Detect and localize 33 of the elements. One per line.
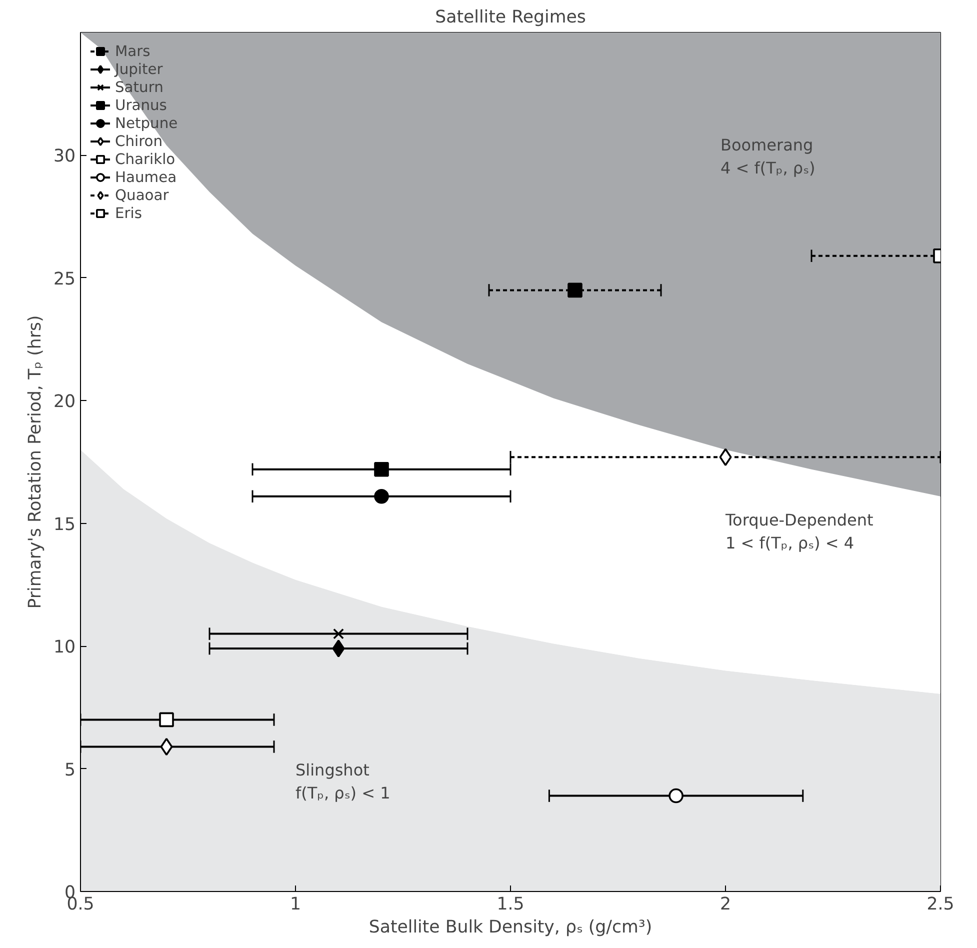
y-tick-label: 10 xyxy=(53,638,76,658)
point xyxy=(374,462,389,477)
y-tick-label: 15 xyxy=(53,514,76,535)
legend-label: Jupiter xyxy=(115,60,163,78)
point xyxy=(159,712,174,728)
point xyxy=(333,628,344,640)
chart-title: Satellite Regimes xyxy=(435,8,586,28)
y-tick-label: 5 xyxy=(64,760,76,780)
x-axis-title: Satellite Bulk Density, ρₛ (g/cm³) xyxy=(368,918,652,938)
x-tick-label: 2 xyxy=(720,894,732,914)
y-tick-label: 30 xyxy=(53,146,76,167)
point xyxy=(668,788,684,804)
x-tick-label: 1 xyxy=(290,894,302,914)
annotation: Torque-Dependent 1 < f(Tₚ, ρₛ) < 4 xyxy=(724,510,874,552)
point xyxy=(160,738,173,756)
legend-label: Eris xyxy=(115,204,142,222)
legend-label: Chariklo xyxy=(115,150,176,168)
y-tick-label: 20 xyxy=(53,392,76,412)
y-axis-title: Primary's Rotation Period, Tₚ (hrs) xyxy=(25,315,46,609)
point xyxy=(374,488,389,504)
annotation: Boomerang 4 < f(Tₚ, ρₛ) xyxy=(720,136,816,178)
legend-label: Mars xyxy=(115,42,150,60)
legend-label: Netpune xyxy=(115,114,178,132)
point xyxy=(568,282,582,298)
annotation: Slingshot f(Tₚ, ρₛ) < 1 xyxy=(296,760,390,802)
point xyxy=(332,640,345,658)
x-tick-label: 2.5 xyxy=(926,894,954,914)
legend-label: Chiron xyxy=(115,132,163,150)
legend-label: Haumea xyxy=(115,168,177,186)
y-tick-label: 25 xyxy=(53,269,76,290)
legend-label: Quaoar xyxy=(115,186,169,204)
x-tick-label: 1.5 xyxy=(496,894,524,914)
point xyxy=(719,448,732,466)
